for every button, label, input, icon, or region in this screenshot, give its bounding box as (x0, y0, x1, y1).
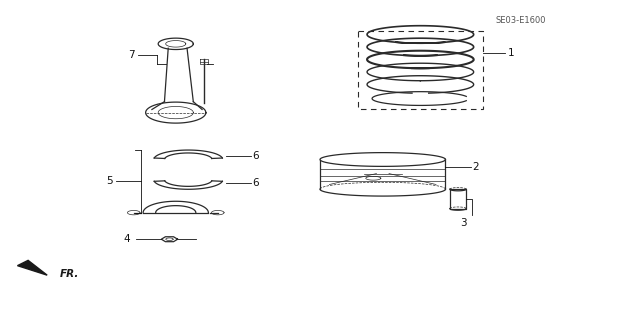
Polygon shape (17, 260, 47, 275)
Text: SE03-E1600: SE03-E1600 (495, 16, 546, 25)
Text: 6: 6 (252, 178, 259, 188)
Bar (358, 31, 483, 109)
Text: FR.: FR. (60, 269, 79, 278)
Text: 4: 4 (124, 234, 130, 244)
Text: 1: 1 (508, 48, 515, 58)
Text: 6: 6 (252, 152, 259, 161)
Text: 3: 3 (460, 218, 467, 228)
Text: 5: 5 (106, 176, 113, 186)
Text: 7: 7 (129, 50, 135, 60)
Text: 2: 2 (472, 162, 479, 172)
